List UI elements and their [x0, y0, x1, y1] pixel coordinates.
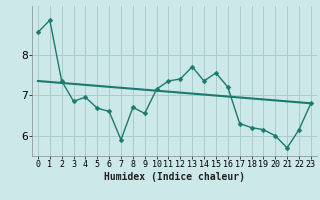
X-axis label: Humidex (Indice chaleur): Humidex (Indice chaleur): [104, 172, 245, 182]
